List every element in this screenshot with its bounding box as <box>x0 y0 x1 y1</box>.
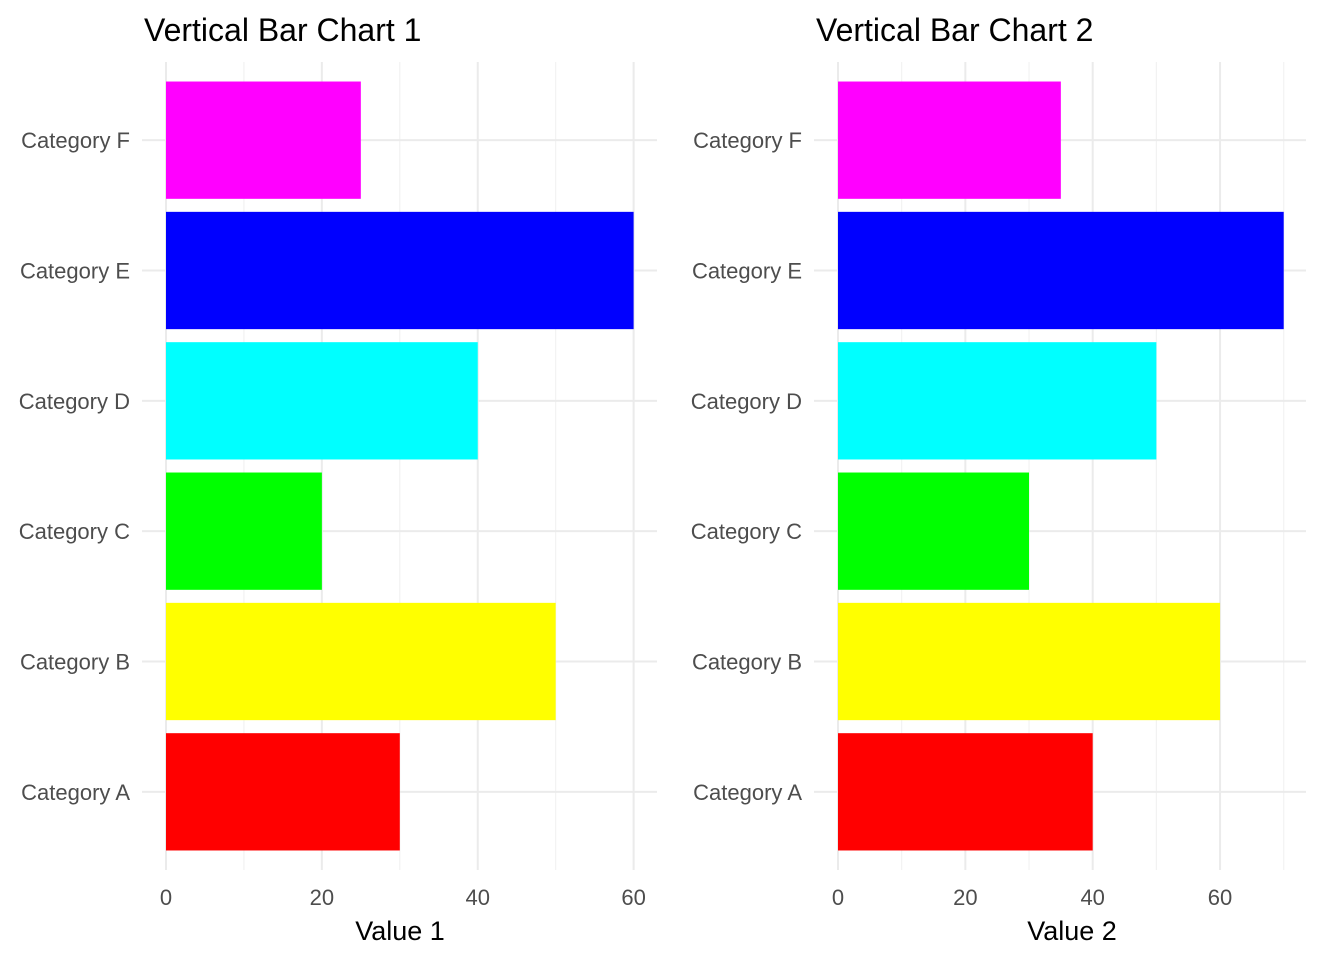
x-tick-label: 60 <box>621 885 645 910</box>
bar-category-f <box>838 81 1061 199</box>
bar-chart-2: Vertical Bar Chart 2 Value 2 Category A C… <box>691 12 1306 946</box>
x-tick-label: 40 <box>466 885 490 910</box>
x-axis-label: Value 1 <box>355 916 445 946</box>
y-tick-label: Category E <box>692 259 802 284</box>
bar-chart-1: Vertical Bar Chart 1 Value 1 Category A C… <box>19 12 657 946</box>
chart-title: Vertical Bar Chart 1 <box>144 12 421 48</box>
y-tick-label: Category D <box>691 389 802 414</box>
y-tick-label: Category B <box>20 650 130 675</box>
x-tick-label: 40 <box>1080 885 1104 910</box>
bars <box>166 81 634 851</box>
bar-category-c <box>166 472 322 590</box>
x-tick-label: 60 <box>1208 885 1232 910</box>
chart-title: Vertical Bar Chart 2 <box>816 12 1093 48</box>
bar-category-b <box>166 602 556 721</box>
y-tick-label: Category C <box>19 519 130 544</box>
x-tick-label: 20 <box>310 885 334 910</box>
y-tick-label: Category D <box>19 389 130 414</box>
y-tick-label: Category F <box>693 128 802 153</box>
y-tick-label: Category A <box>693 780 802 805</box>
x-axis-label: Value 2 <box>1027 916 1117 946</box>
bar-category-c <box>838 472 1030 590</box>
x-tick-label: 0 <box>160 885 172 910</box>
y-tick-label: Category B <box>692 650 802 675</box>
bar-category-f <box>166 81 361 199</box>
bars <box>838 81 1284 851</box>
bar-category-d <box>838 342 1157 460</box>
y-tick-label: Category E <box>20 259 130 284</box>
bar-category-e <box>838 211 1284 330</box>
y-tick-label: Category A <box>21 780 130 805</box>
x-tick-label: 20 <box>953 885 977 910</box>
x-tick-label: 0 <box>832 885 844 910</box>
bar-category-b <box>838 602 1221 721</box>
y-tick-label: Category C <box>691 519 802 544</box>
bar-category-d <box>166 342 478 460</box>
y-tick-label: Category F <box>21 128 130 153</box>
bar-category-a <box>838 733 1093 851</box>
bar-category-e <box>166 211 634 330</box>
bar-category-a <box>166 733 400 851</box>
